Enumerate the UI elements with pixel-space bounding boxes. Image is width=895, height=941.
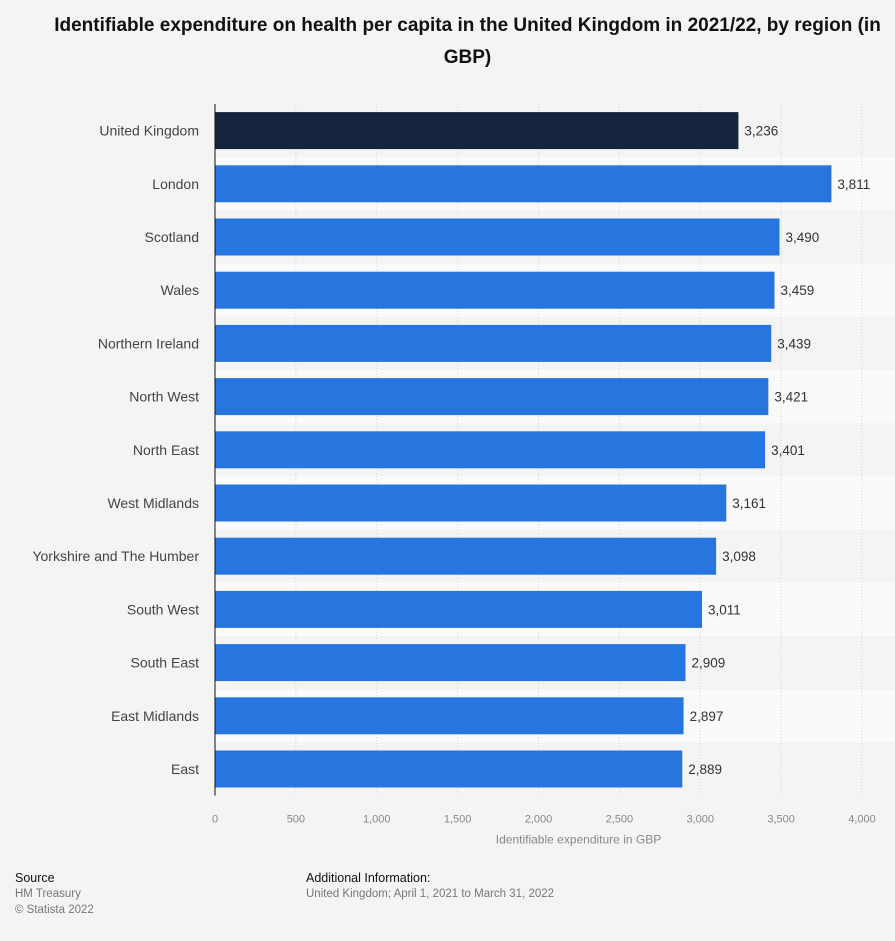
category-label: South East <box>131 655 200 671</box>
x-tick-label: 2,500 <box>606 814 634 826</box>
additional-info-heading: Additional Information: <box>306 871 431 885</box>
bar-united-kingdom[interactable] <box>215 112 739 150</box>
bar-northern-ireland[interactable] <box>215 324 772 362</box>
category-label: East Midlands <box>111 708 199 724</box>
source-line[interactable]: HM Treasury <box>15 888 81 900</box>
bar-north-east[interactable] <box>215 431 766 469</box>
bar-london[interactable] <box>215 165 832 203</box>
value-label: 2,897 <box>690 709 724 724</box>
bar-west-midlands[interactable] <box>215 484 727 522</box>
bar-chart: United Kingdom London Scotland Wales Norther… <box>32 104 876 847</box>
category-label: West Midlands <box>107 495 199 511</box>
value-label: 2,889 <box>688 762 722 777</box>
x-tick-label: 500 <box>287 814 305 826</box>
category-label: United Kingdom <box>99 123 199 139</box>
value-label: 3,421 <box>774 390 808 405</box>
value-label: 3,459 <box>780 283 814 298</box>
category-label: London <box>152 176 199 192</box>
source-heading: Source <box>15 871 55 885</box>
category-label: North East <box>133 442 199 458</box>
value-label: 3,098 <box>722 549 756 564</box>
value-label: 3,439 <box>777 336 811 351</box>
x-tick-labels: 0 500 1,000 1,500 2,000 2,500 3,000 3,500 4,000 <box>212 814 876 826</box>
value-label: 3,161 <box>732 496 766 511</box>
bar-scotland[interactable] <box>215 218 780 256</box>
value-label: 3,011 <box>708 602 741 617</box>
bar-east-midlands[interactable] <box>215 697 684 735</box>
category-label: Scotland <box>145 229 199 245</box>
value-label: 2,909 <box>692 656 726 671</box>
category-labels: United Kingdom London Scotland Wales Norther… <box>32 123 199 777</box>
additional-info-block: Additional Information: United Kingdom; … <box>306 870 554 902</box>
value-label: 3,490 <box>786 230 820 245</box>
value-labels: 3,236 3,811 3,490 3,459 3,439 3,421 3,401 3,161… <box>688 124 870 777</box>
copyright-line: © Statista 2022 <box>15 904 94 916</box>
source-block: Source HM Treasury © Statista 2022 <box>15 870 94 918</box>
value-label: 3,236 <box>744 124 778 139</box>
value-label: 3,401 <box>771 443 805 458</box>
category-label: Wales <box>161 282 199 298</box>
bars <box>215 112 832 788</box>
bar-wales[interactable] <box>215 271 775 309</box>
bar-east[interactable] <box>215 750 683 788</box>
bar-south-west[interactable] <box>215 590 703 628</box>
x-axis-title: Identifiable expenditure in GBP <box>496 833 661 847</box>
x-tick-label: 3,500 <box>767 814 795 826</box>
value-label: 3,811 <box>837 177 870 192</box>
category-label: East <box>171 761 199 777</box>
x-tick-label: 3,000 <box>686 814 714 826</box>
chart-title: Identifiable expenditure on health per c… <box>54 15 881 68</box>
x-tick-label: 1,500 <box>444 814 472 826</box>
additional-info-text: United Kingdom; April 1, 2021 to March 3… <box>306 888 555 900</box>
category-label: South West <box>127 601 199 617</box>
bar-yorkshire-and-the-humber[interactable] <box>215 537 717 575</box>
x-tick-label: 4,000 <box>848 814 876 826</box>
bar-south-east[interactable] <box>215 644 686 682</box>
category-label: Northern Ireland <box>98 335 199 351</box>
bar-north-west[interactable] <box>215 378 769 416</box>
category-label: Yorkshire and The Humber <box>32 548 199 564</box>
x-tick-label: 1,000 <box>363 814 391 826</box>
category-label: North West <box>129 389 199 405</box>
x-tick-label: 0 <box>212 814 218 826</box>
x-tick-label: 2,000 <box>525 814 553 826</box>
